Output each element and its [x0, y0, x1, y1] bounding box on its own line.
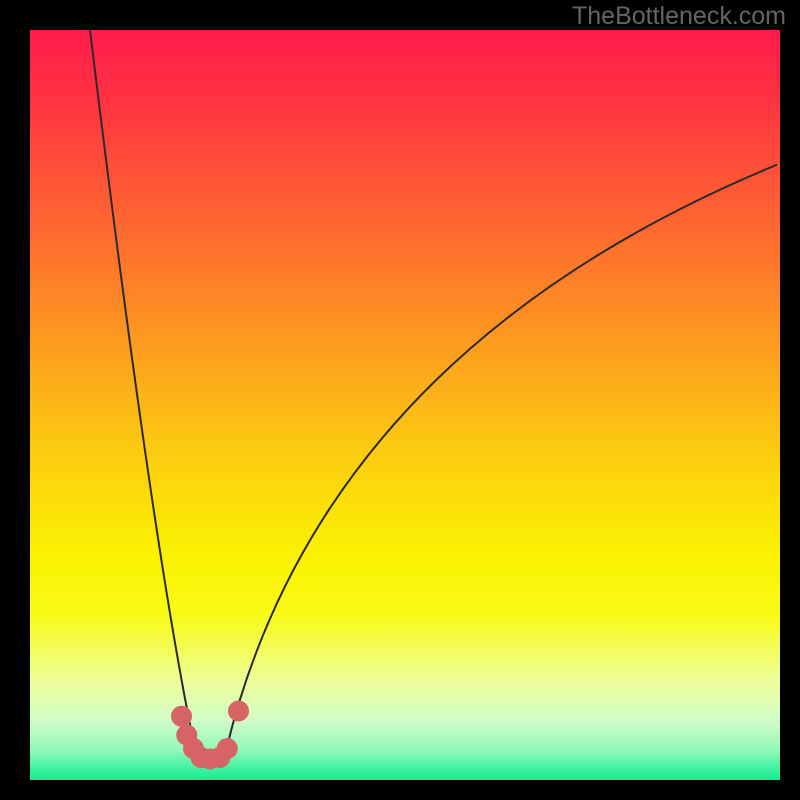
data-marker	[217, 739, 237, 759]
watermark-text: TheBottleneck.com	[572, 2, 786, 31]
frame-border	[0, 0, 30, 800]
plot-svg	[30, 30, 780, 780]
frame-border	[0, 780, 800, 800]
gradient-background	[30, 30, 780, 780]
data-marker	[172, 706, 192, 726]
frame-border	[780, 0, 800, 800]
plot-area	[30, 30, 780, 780]
data-marker	[229, 701, 249, 721]
